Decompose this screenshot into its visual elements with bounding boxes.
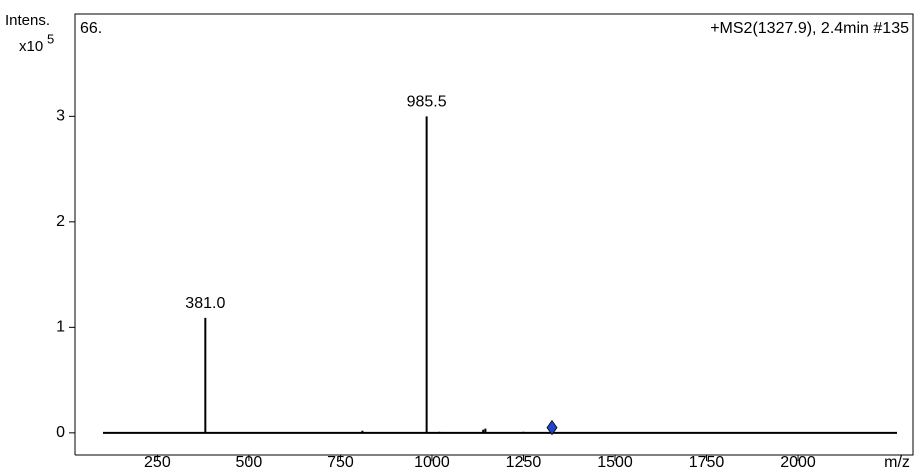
- x-tick-label: 500: [236, 454, 263, 470]
- y-tick-label: 1: [56, 319, 65, 336]
- x-tick-label: 2000: [780, 454, 816, 470]
- y-tick-label: 3: [56, 108, 65, 125]
- y-tick-label: 2: [56, 213, 65, 230]
- precursor-marker: [546, 419, 558, 436]
- x-tick-label: 750: [327, 454, 354, 470]
- y-scale: x10: [19, 38, 43, 55]
- y-scale-exponent: 5: [47, 31, 54, 46]
- x-tick-label: 1000: [414, 454, 450, 470]
- x-tick-label: 1250: [506, 454, 542, 470]
- peak-label: 381.0: [185, 295, 225, 312]
- x-tick-label: 1750: [689, 454, 725, 470]
- x-axis-label: m/z: [884, 454, 910, 470]
- x-tick-label: 1500: [597, 454, 633, 470]
- y-axis-label: Intens.: [5, 12, 50, 29]
- spectrum-label: 66.: [80, 20, 102, 37]
- y-tick-label: 0: [56, 424, 65, 441]
- plot-frame: [74, 13, 914, 456]
- x-tick-label: 250: [144, 454, 171, 470]
- chart-title: +MS2(1327.9), 2.4min #135: [710, 20, 909, 37]
- peak-label: 985.5: [407, 94, 447, 111]
